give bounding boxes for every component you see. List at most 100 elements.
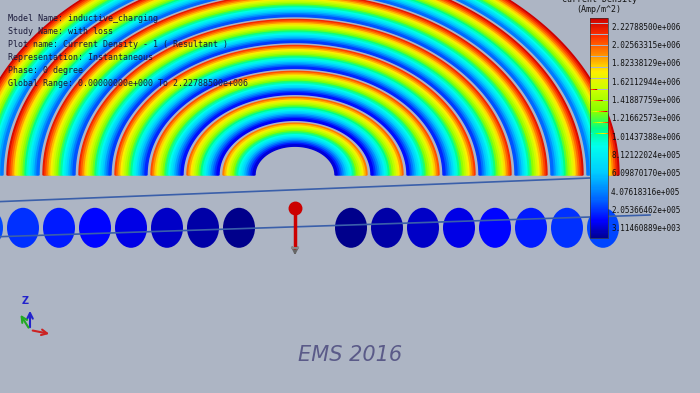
Ellipse shape — [343, 218, 359, 238]
Polygon shape — [25, 0, 565, 175]
Bar — [590, 184, 608, 185]
Bar — [590, 63, 608, 64]
Bar — [590, 106, 608, 107]
Bar — [590, 172, 608, 173]
Polygon shape — [79, 20, 511, 175]
Bar — [590, 119, 608, 120]
Ellipse shape — [235, 223, 243, 233]
Polygon shape — [189, 99, 401, 175]
Bar — [590, 167, 608, 169]
Polygon shape — [155, 74, 435, 175]
Polygon shape — [121, 50, 469, 175]
Bar — [590, 94, 608, 95]
Ellipse shape — [126, 221, 136, 235]
Bar — [590, 129, 608, 130]
Bar — [590, 76, 608, 77]
Bar — [590, 220, 608, 222]
Ellipse shape — [483, 213, 507, 243]
Bar — [590, 55, 608, 57]
Ellipse shape — [479, 208, 511, 248]
Polygon shape — [63, 8, 527, 175]
Bar — [590, 141, 608, 142]
Bar — [590, 187, 608, 189]
Text: Global Range: 0.00000000e+000 To 2.22788500e+006: Global Range: 0.00000000e+000 To 2.22788… — [8, 79, 248, 88]
Polygon shape — [251, 143, 339, 175]
Ellipse shape — [515, 208, 547, 248]
Polygon shape — [191, 100, 399, 175]
Bar — [590, 110, 608, 112]
Text: 2.22788500e+006: 2.22788500e+006 — [611, 23, 680, 32]
Ellipse shape — [223, 208, 255, 248]
Bar — [590, 54, 608, 55]
Bar — [590, 216, 608, 217]
Text: 3.11460889e+003: 3.11460889e+003 — [611, 224, 680, 233]
Bar — [590, 68, 608, 69]
Ellipse shape — [517, 209, 546, 246]
Ellipse shape — [518, 211, 545, 244]
Ellipse shape — [193, 215, 214, 241]
Bar — [590, 214, 608, 215]
Polygon shape — [203, 109, 387, 175]
Bar — [590, 59, 608, 60]
Ellipse shape — [82, 211, 108, 244]
Polygon shape — [169, 84, 421, 175]
Ellipse shape — [558, 216, 576, 239]
Ellipse shape — [520, 215, 542, 241]
Text: 1.21662573e+006: 1.21662573e+006 — [611, 114, 680, 123]
Polygon shape — [195, 103, 395, 175]
Bar — [590, 163, 608, 164]
Bar — [590, 200, 608, 202]
Ellipse shape — [153, 209, 182, 246]
Bar — [590, 158, 608, 159]
Text: Phase: 0 degree: Phase: 0 degree — [8, 66, 83, 75]
Bar — [590, 225, 608, 226]
Polygon shape — [65, 9, 525, 175]
Polygon shape — [157, 75, 433, 175]
Text: 1.41887759e+006: 1.41887759e+006 — [611, 96, 680, 105]
Polygon shape — [93, 29, 497, 175]
Polygon shape — [239, 135, 351, 175]
Bar — [590, 164, 608, 165]
Ellipse shape — [127, 223, 135, 233]
Ellipse shape — [7, 208, 39, 248]
Bar — [590, 181, 608, 182]
Ellipse shape — [8, 209, 38, 246]
Polygon shape — [47, 0, 543, 175]
Polygon shape — [51, 0, 539, 175]
Ellipse shape — [238, 226, 240, 230]
Ellipse shape — [156, 215, 178, 241]
Polygon shape — [19, 0, 571, 175]
Ellipse shape — [374, 211, 400, 244]
Polygon shape — [237, 133, 353, 175]
Ellipse shape — [83, 213, 107, 243]
Ellipse shape — [48, 215, 70, 241]
Bar — [590, 51, 608, 52]
Ellipse shape — [563, 223, 571, 233]
Ellipse shape — [490, 221, 500, 235]
Ellipse shape — [443, 208, 475, 248]
Bar — [590, 109, 608, 110]
Polygon shape — [91, 28, 499, 175]
Bar — [590, 134, 608, 136]
Ellipse shape — [225, 211, 252, 244]
Polygon shape — [125, 53, 465, 175]
Ellipse shape — [151, 208, 183, 248]
Ellipse shape — [43, 208, 75, 248]
Polygon shape — [31, 0, 559, 175]
Bar — [590, 229, 608, 230]
Polygon shape — [73, 15, 517, 175]
Text: 6.09870170e+005: 6.09870170e+005 — [611, 169, 680, 178]
Ellipse shape — [589, 211, 616, 244]
Polygon shape — [209, 113, 381, 175]
Ellipse shape — [227, 213, 251, 243]
Bar — [590, 202, 608, 203]
Ellipse shape — [491, 223, 499, 233]
Polygon shape — [179, 92, 411, 175]
Ellipse shape — [372, 209, 402, 246]
Polygon shape — [35, 0, 555, 175]
Polygon shape — [133, 59, 457, 175]
Bar — [590, 140, 608, 141]
Bar — [590, 124, 608, 125]
Bar — [590, 95, 608, 96]
Ellipse shape — [523, 218, 539, 238]
